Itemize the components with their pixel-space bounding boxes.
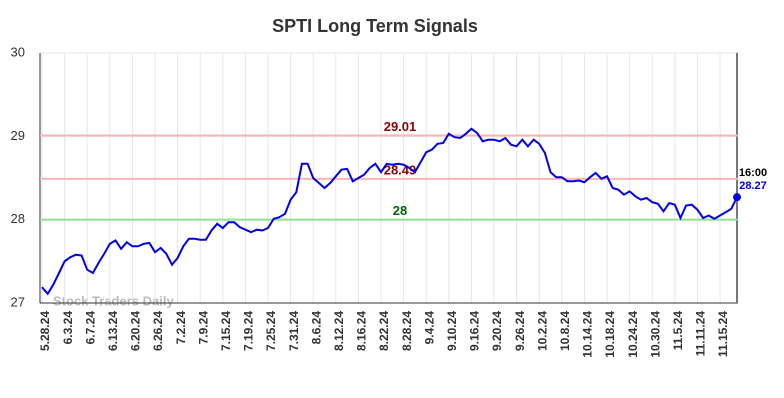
x-tick-label: 9.10.24 — [445, 311, 459, 351]
series-line — [41, 127, 738, 296]
x-tick-label: 7.15.24 — [219, 311, 233, 351]
x-tick-label: 9.16.24 — [468, 311, 482, 351]
x-tick-label: 8.16.24 — [355, 311, 369, 351]
x-tick-label: 6.3.24 — [61, 311, 75, 345]
y-tick-label: 28 — [11, 211, 25, 226]
chart-title: SPTI Long Term Signals — [272, 16, 478, 36]
x-tick-label: 9.4.24 — [422, 311, 436, 345]
x-tick-label: 8.28.24 — [400, 311, 414, 351]
x-tick-label: 10.14.24 — [581, 311, 595, 358]
x-tick-label: 10.24.24 — [626, 311, 640, 358]
watermark: Stock Traders Daily — [53, 293, 174, 308]
x-tick-label: 10.8.24 — [558, 311, 572, 351]
last-value: 28.27 — [739, 180, 767, 192]
reference-label: 29.01 — [384, 119, 417, 134]
x-tick-label: 6.7.24 — [83, 311, 97, 345]
x-tick-label: 7.31.24 — [287, 311, 301, 351]
x-tick-label: 9.26.24 — [513, 311, 527, 351]
x-tick-label: 7.2.24 — [174, 311, 188, 345]
x-tick-label: 10.2.24 — [535, 311, 549, 351]
x-tick-label: 7.9.24 — [196, 311, 210, 345]
x-tick-label: 6.13.24 — [106, 311, 120, 351]
x-tick-label: 7.19.24 — [242, 311, 256, 351]
x-tick-label: 6.26.24 — [151, 311, 165, 351]
y-tick-label: 29 — [11, 128, 25, 143]
x-tick-label: 11.15.24 — [716, 311, 730, 357]
last-point — [733, 193, 741, 202]
x-tick-label: 9.20.24 — [490, 311, 504, 351]
x-tick-label: 5.28.24 — [38, 311, 52, 351]
x-tick-label: 8.22.24 — [377, 311, 391, 351]
x-tick-label: 11.5.24 — [671, 311, 685, 351]
reference-label: 28 — [393, 203, 407, 218]
y-tick-label: 27 — [11, 294, 25, 309]
y-tick-label: 30 — [11, 44, 25, 59]
x-tick-label: 10.30.24 — [648, 311, 662, 358]
x-tick-label: 8.12.24 — [332, 311, 346, 351]
x-tick-label: 10.18.24 — [603, 311, 617, 358]
x-tick-label: 6.20.24 — [129, 311, 143, 351]
last-time: 16:00 — [739, 167, 767, 179]
x-tick-label: 11.11.24 — [694, 311, 708, 357]
x-tick-label: 8.6.24 — [309, 311, 323, 345]
x-tick-label: 7.25.24 — [264, 311, 278, 351]
reference-label: 28.49 — [384, 162, 417, 177]
